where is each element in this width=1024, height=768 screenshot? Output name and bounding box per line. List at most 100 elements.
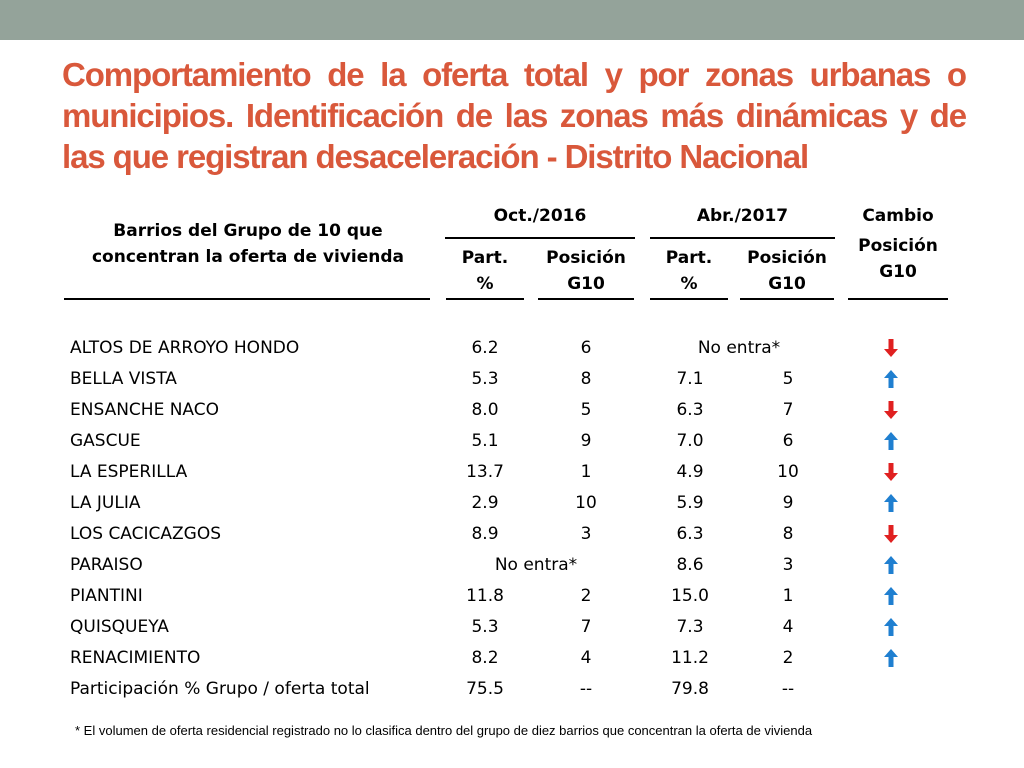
rule-part-2017: [650, 298, 728, 300]
row-part-2016: 75.5: [466, 679, 504, 699]
arrow-up-icon: [884, 587, 898, 605]
row-barrio-name: LA JULIA: [70, 493, 141, 513]
table-row: BELLA VISTA 5.3 8 7.1 5: [0, 364, 1024, 395]
row-part-2017: 7.3: [676, 617, 704, 637]
row-part-2016: 8.2: [471, 648, 499, 668]
rule-period-2016: [445, 237, 635, 239]
arrow-up-icon: [884, 649, 898, 667]
row-part-2017: 6.3: [676, 524, 704, 544]
arrow-up-icon: [884, 370, 898, 388]
table-row: PIANTINI 11.8 2 15.0 1: [0, 581, 1024, 612]
row-pos-2016: 5: [580, 400, 592, 420]
header-part-2016-line1: Part.: [461, 248, 509, 268]
row-pos-2016: 1: [580, 462, 592, 482]
row-part-2016: 2.9: [471, 493, 499, 513]
header-period-2016: Oct./2016: [493, 206, 587, 226]
row-part-2017: 11.2: [671, 648, 709, 668]
header-cambio-line1: Cambio: [862, 206, 934, 226]
row-barrio-name: ALTOS DE ARROYO HONDO: [70, 338, 300, 358]
header-barrios: Barrios del Grupo de 10 que concentran l…: [66, 218, 430, 270]
row-pos-2017: 4: [782, 617, 794, 637]
header-pos-2017-line2: G10: [768, 274, 806, 294]
header-cambio-line3: G10: [879, 262, 917, 282]
row-part-2017: 7.1: [676, 369, 704, 389]
row-part-2017: 15.0: [671, 586, 709, 606]
header-cambio: Cambio Posición G10: [846, 203, 950, 285]
header-barrios-line2: concentran la oferta de vivienda: [91, 247, 404, 267]
row-pos-2016: --: [579, 679, 593, 699]
header-pos-2016: Posición G10: [538, 245, 634, 297]
row-part-2016: 8.9: [471, 524, 499, 544]
row-barrio-name: GASCUE: [70, 431, 141, 451]
rule-period-2017: [650, 237, 835, 239]
table-row: QUISQUEYA 5.3 7 7.3 4: [0, 612, 1024, 643]
row-part-2017: 8.6: [676, 555, 704, 575]
row-2016-merged: No entra*: [494, 555, 578, 575]
row-pos-2016: 4: [580, 648, 592, 668]
row-pos-2017: 6: [782, 431, 794, 451]
table-row: LA ESPERILLA 13.7 1 4.9 10: [0, 457, 1024, 488]
row-pos-2017: 9: [782, 493, 794, 513]
arrow-down-icon: [884, 339, 898, 357]
arrow-down-icon: [884, 463, 898, 481]
row-pos-2016: 9: [580, 431, 592, 451]
arrow-up-icon: [884, 494, 898, 512]
arrow-up-icon: [884, 432, 898, 450]
row-pos-2016: 6: [580, 338, 592, 358]
header-barrios-line1: Barrios del Grupo de 10 que: [113, 221, 383, 241]
header-part-2017: Part. %: [650, 245, 728, 297]
arrow-up-icon: [884, 618, 898, 636]
table-row: Participación % Grupo / oferta total 75.5…: [0, 674, 1024, 705]
row-pos-2017: 8: [782, 524, 794, 544]
row-barrio-name: RENACIMIENTO: [70, 648, 201, 668]
header-part-2017-line2: %: [680, 274, 698, 294]
row-part-2016: 13.7: [466, 462, 504, 482]
table-row: PARAISO No entra* 8.6 3: [0, 550, 1024, 581]
footnote: * El volumen de oferta residencial regis…: [75, 723, 813, 738]
row-pos-2017: 10: [777, 462, 799, 482]
row-part-2017: 79.8: [671, 679, 709, 699]
rule-pos-2016: [538, 298, 634, 300]
row-barrio-name: Participación % Grupo / oferta total: [70, 679, 370, 699]
header-pos-2016-line2: G10: [567, 274, 605, 294]
row-barrio-name: BELLA VISTA: [70, 369, 177, 389]
header-pos-2017: Posición G10: [740, 245, 834, 297]
row-part-2016: 11.8: [466, 586, 504, 606]
row-pos-2016: 7: [580, 617, 592, 637]
header-part-2016: Part. %: [446, 245, 524, 297]
rule-pos-2017: [740, 298, 834, 300]
header-cambio-line2: Posición: [858, 236, 938, 256]
rule-part-2016: [446, 298, 524, 300]
header-period-2017: Abr./2017: [696, 206, 789, 226]
table-row: LOS CACICAZGOS 8.9 3 6.3 8: [0, 519, 1024, 550]
row-part-2017: 6.3: [676, 400, 704, 420]
table-row: GASCUE 5.1 9 7.0 6: [0, 426, 1024, 457]
row-pos-2017: 1: [782, 586, 794, 606]
row-barrio-name: LOS CACICAZGOS: [70, 524, 222, 544]
table-row: RENACIMIENTO 8.2 4 11.2 2: [0, 643, 1024, 674]
top-banner: [0, 0, 1024, 40]
rule-barrios: [64, 298, 430, 300]
row-barrio-name: LA ESPERILLA: [70, 462, 188, 482]
row-pos-2016: 2: [580, 586, 592, 606]
row-part-2016: 5.1: [471, 431, 499, 451]
header-pos-2016-line1: Posición: [546, 248, 626, 268]
header-part-2017-line1: Part.: [665, 248, 713, 268]
arrow-down-icon: [884, 525, 898, 543]
table-row: LA JULIA 2.9 10 5.9 9: [0, 488, 1024, 519]
row-pos-2017: 2: [782, 648, 794, 668]
row-pos-2017: 7: [782, 400, 794, 420]
header-pos-2017-line1: Posición: [747, 248, 827, 268]
table-row: ALTOS DE ARROYO HONDO 6.2 6 No entra*: [0, 333, 1024, 364]
row-part-2017: 7.0: [676, 431, 704, 451]
row-barrio-name: PARAISO: [70, 555, 143, 575]
row-part-2017: 5.9: [676, 493, 704, 513]
arrow-up-icon: [884, 556, 898, 574]
row-pos-2016: 8: [580, 369, 592, 389]
rule-cambio: [848, 298, 948, 300]
row-part-2016: 6.2: [471, 338, 499, 358]
row-barrio-name: PIANTINI: [70, 586, 143, 606]
row-pos-2016: 3: [580, 524, 592, 544]
row-barrio-name: ENSANCHE NACO: [70, 400, 220, 420]
table-row: ENSANCHE NACO 8.0 5 6.3 7: [0, 395, 1024, 426]
